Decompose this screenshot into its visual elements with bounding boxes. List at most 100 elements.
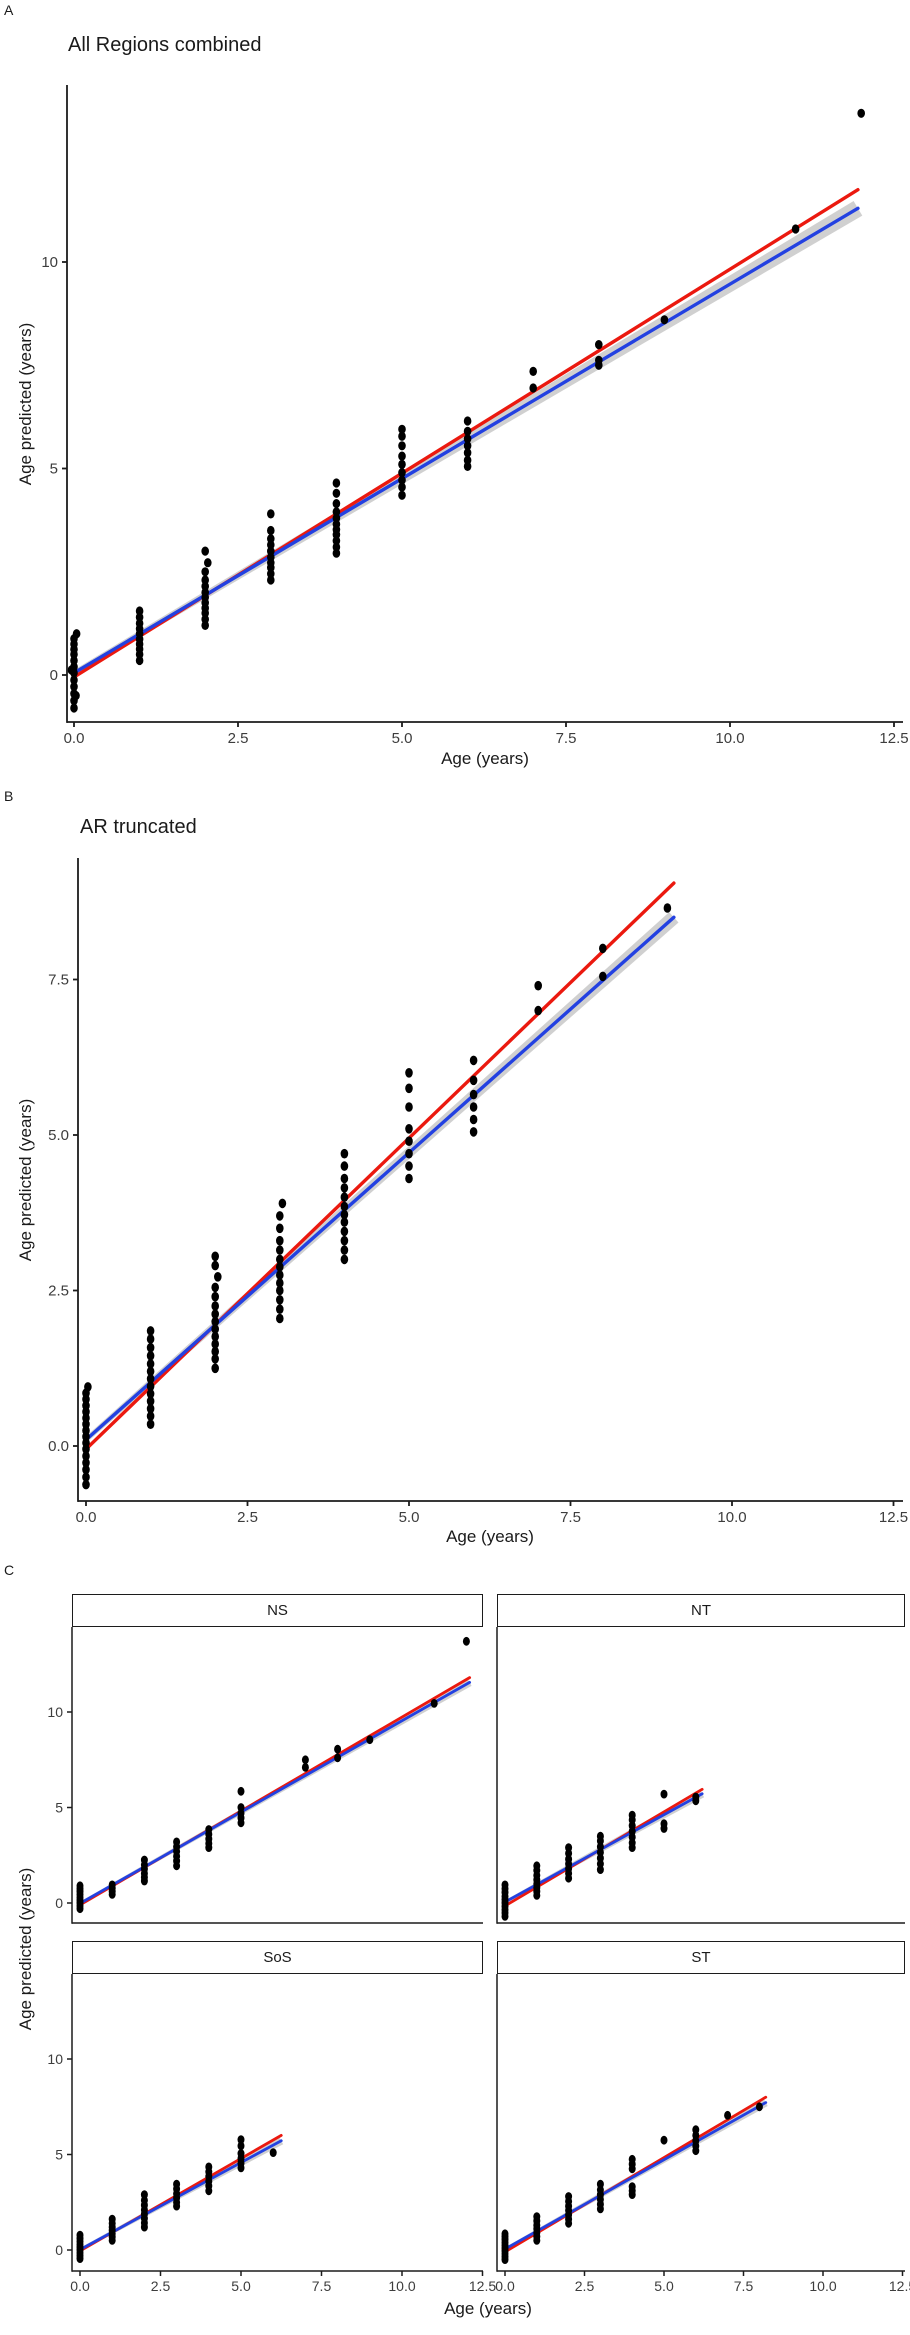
data-point (398, 459, 406, 469)
y-tick-label: 5 (55, 2147, 63, 2163)
data-point (366, 1735, 374, 1745)
data-point (724, 2110, 732, 2120)
data-point (204, 558, 212, 568)
smooth-fit-line (503, 2101, 768, 2251)
data-point (211, 1363, 219, 1374)
data-point (469, 1075, 478, 1086)
data-point (469, 1127, 478, 1137)
data-point (276, 1285, 284, 1296)
data-point (334, 1753, 342, 1763)
data-point (108, 2214, 116, 2224)
x-tick-label: 0.0 (495, 2278, 515, 2294)
data-point (660, 1819, 668, 1829)
panel-a-y-axis-title: Age predicted (years) (16, 322, 35, 486)
panel-b-letter: B (4, 788, 14, 804)
data-point (405, 1124, 413, 1134)
data-point (211, 1282, 219, 1293)
facet-strip-st: ST (497, 1941, 905, 1974)
panel-c-y-axis-title: Age predicted (years) (16, 1867, 35, 2031)
panel-c-letter: C (4, 1562, 15, 1578)
data-point (276, 1295, 284, 1305)
data-point (405, 1083, 413, 1094)
x-tick-label: 10.0 (715, 730, 744, 747)
data-point (82, 1458, 90, 1468)
data-point (332, 499, 341, 509)
data-point (599, 943, 607, 954)
data-point (146, 1403, 155, 1414)
panel-b-title: AR truncated (80, 816, 197, 838)
data-point (201, 567, 209, 577)
x-tick-label: 2.5 (151, 2278, 171, 2294)
data-point (595, 340, 603, 350)
data-point (463, 434, 472, 444)
data-point (430, 1699, 438, 1708)
data-point (211, 1324, 219, 1334)
data-point (340, 1183, 349, 1193)
smooth-fit-line (84, 915, 676, 1442)
data-point (276, 1223, 284, 1234)
data-point (565, 1843, 573, 1852)
x-tick-label: 10.0 (717, 1509, 746, 1526)
data-point (340, 1217, 349, 1227)
data-point (211, 1354, 219, 1364)
data-point (267, 525, 275, 536)
data-point (205, 2162, 213, 2172)
data-point (276, 1254, 284, 1265)
data-point (398, 475, 406, 485)
data-point (237, 1786, 245, 1796)
data-point (533, 1861, 541, 1871)
x-tick-label: 12.5 (879, 730, 908, 747)
data-point (692, 2125, 700, 2135)
panel-a-x-axis-title: Age (years) (441, 749, 529, 768)
data-point (146, 1351, 155, 1361)
data-point (334, 1744, 342, 1754)
data-point (108, 1880, 116, 1890)
data-point (211, 1291, 219, 1302)
data-point (398, 468, 406, 478)
x-tick-label: 5.0 (392, 730, 413, 747)
x-tick-label: 12.5 (879, 1509, 908, 1526)
x-tick-label: 12.5 (469, 2278, 496, 2294)
data-point (755, 2102, 763, 2112)
data-point (469, 1102, 478, 1112)
data-point (146, 1411, 155, 1421)
data-point (211, 1331, 219, 1342)
data-point (405, 1068, 413, 1078)
data-point (660, 315, 669, 325)
data-point (340, 1161, 349, 1171)
x-tick-label: 7.5 (312, 2278, 332, 2294)
data-point (529, 383, 537, 393)
data-point (398, 482, 406, 492)
y-tick-label: 0 (55, 1895, 63, 1911)
y-tick-label: 10 (47, 2051, 63, 2067)
data-point (267, 534, 275, 544)
panel-b-x-axis-title: Age (years) (446, 1527, 534, 1546)
data-point (533, 2212, 541, 2222)
data-point (501, 1880, 509, 1890)
data-point (301, 1755, 309, 1765)
data-point (663, 903, 672, 913)
x-tick-label: 2.5 (228, 730, 249, 747)
data-point (70, 703, 78, 713)
data-point (211, 1309, 219, 1319)
y-tick-label: 5.0 (48, 1127, 69, 1144)
data-point (146, 1366, 155, 1377)
data-point (82, 1472, 90, 1482)
data-point (469, 1114, 478, 1125)
data-point (82, 1479, 90, 1490)
data-point (276, 1211, 284, 1221)
data-point (405, 1173, 413, 1184)
data-point (398, 424, 406, 434)
data-point (82, 1464, 90, 1475)
data-point (529, 366, 537, 376)
y-tick-label: 2.5 (48, 1283, 69, 1300)
data-point (146, 1342, 155, 1353)
data-point (405, 1148, 413, 1159)
data-point (332, 507, 341, 517)
x-tick-label: 2.5 (575, 2278, 595, 2294)
data-point (595, 355, 603, 365)
data-point (211, 1346, 219, 1357)
data-point (146, 1359, 155, 1369)
data-point (140, 2190, 148, 2200)
